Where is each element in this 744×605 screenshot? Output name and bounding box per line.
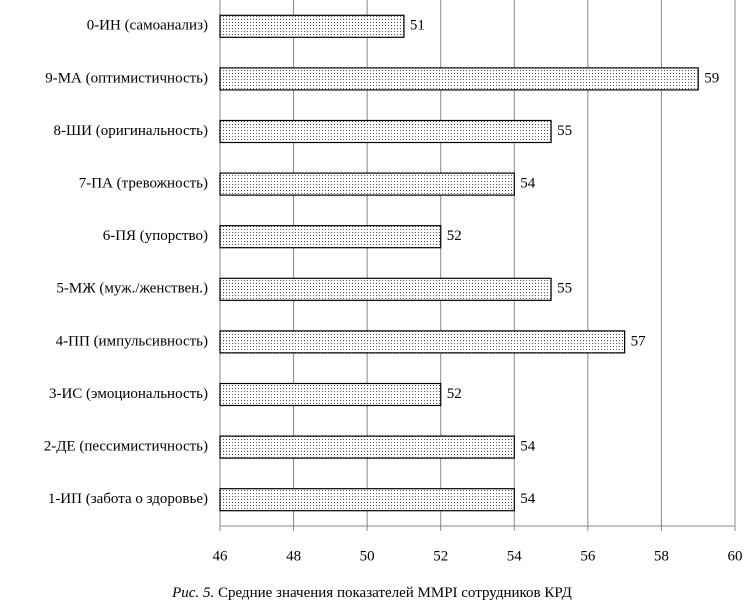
data-label: 59 bbox=[704, 70, 719, 86]
bar bbox=[219, 14, 405, 38]
y-tick-label: 0-ИН (самоанализ) bbox=[87, 18, 208, 34]
data-label: 55 bbox=[557, 281, 572, 297]
bar bbox=[219, 172, 515, 196]
y-tick-label: 2-ДЕ (пессимистичность) bbox=[44, 439, 208, 455]
bar bbox=[219, 330, 626, 354]
bar bbox=[219, 435, 515, 459]
bar bbox=[219, 67, 699, 91]
data-label: 54 bbox=[520, 176, 536, 192]
caption-label: Рис. 5. bbox=[171, 585, 214, 601]
x-tick-label: 56 bbox=[580, 548, 596, 564]
data-label: 54 bbox=[520, 491, 536, 507]
data-label: 52 bbox=[447, 228, 462, 244]
data-label: 54 bbox=[520, 439, 536, 455]
bar bbox=[219, 277, 552, 301]
x-tick-label: 46 bbox=[213, 548, 229, 564]
data-label: 55 bbox=[557, 123, 572, 139]
x-tick-label: 60 bbox=[728, 548, 743, 564]
caption: Рис. 5. Средние значения показателей MMP… bbox=[171, 585, 572, 601]
bar bbox=[219, 225, 442, 249]
data-label: 52 bbox=[447, 386, 462, 402]
x-tick-label: 50 bbox=[360, 548, 375, 564]
y-tick-label: 9-МА (оптимистичность) bbox=[45, 70, 208, 86]
y-tick-label: 3-ИС (эмоциональность) bbox=[49, 386, 208, 402]
y-tick-label: 6-ПЯ (упорство) bbox=[103, 228, 208, 244]
y-tick-label: 1-ИП (забота о здоровье) bbox=[48, 491, 208, 507]
x-tick-label: 48 bbox=[286, 548, 301, 564]
data-label: 51 bbox=[410, 18, 425, 34]
bar bbox=[219, 488, 515, 512]
bar bbox=[219, 382, 442, 407]
y-tick-label: 5-МЖ (муж./женствен.) bbox=[56, 281, 208, 297]
y-tick-label: 8-ШИ (оригинальность) bbox=[53, 123, 208, 139]
bar bbox=[219, 119, 552, 144]
x-tick-label: 52 bbox=[433, 548, 448, 564]
data-label: 57 bbox=[631, 333, 647, 349]
y-tick-label: 4-ПП (импульсивность) bbox=[56, 333, 208, 349]
chart-title: Средние значения показателей MMPI сотруд… bbox=[218, 585, 572, 601]
y-tick-label: 7-ПА (тревожность) bbox=[79, 176, 208, 192]
x-tick-label: 58 bbox=[654, 548, 669, 564]
x-tick-label: 54 bbox=[507, 548, 523, 564]
